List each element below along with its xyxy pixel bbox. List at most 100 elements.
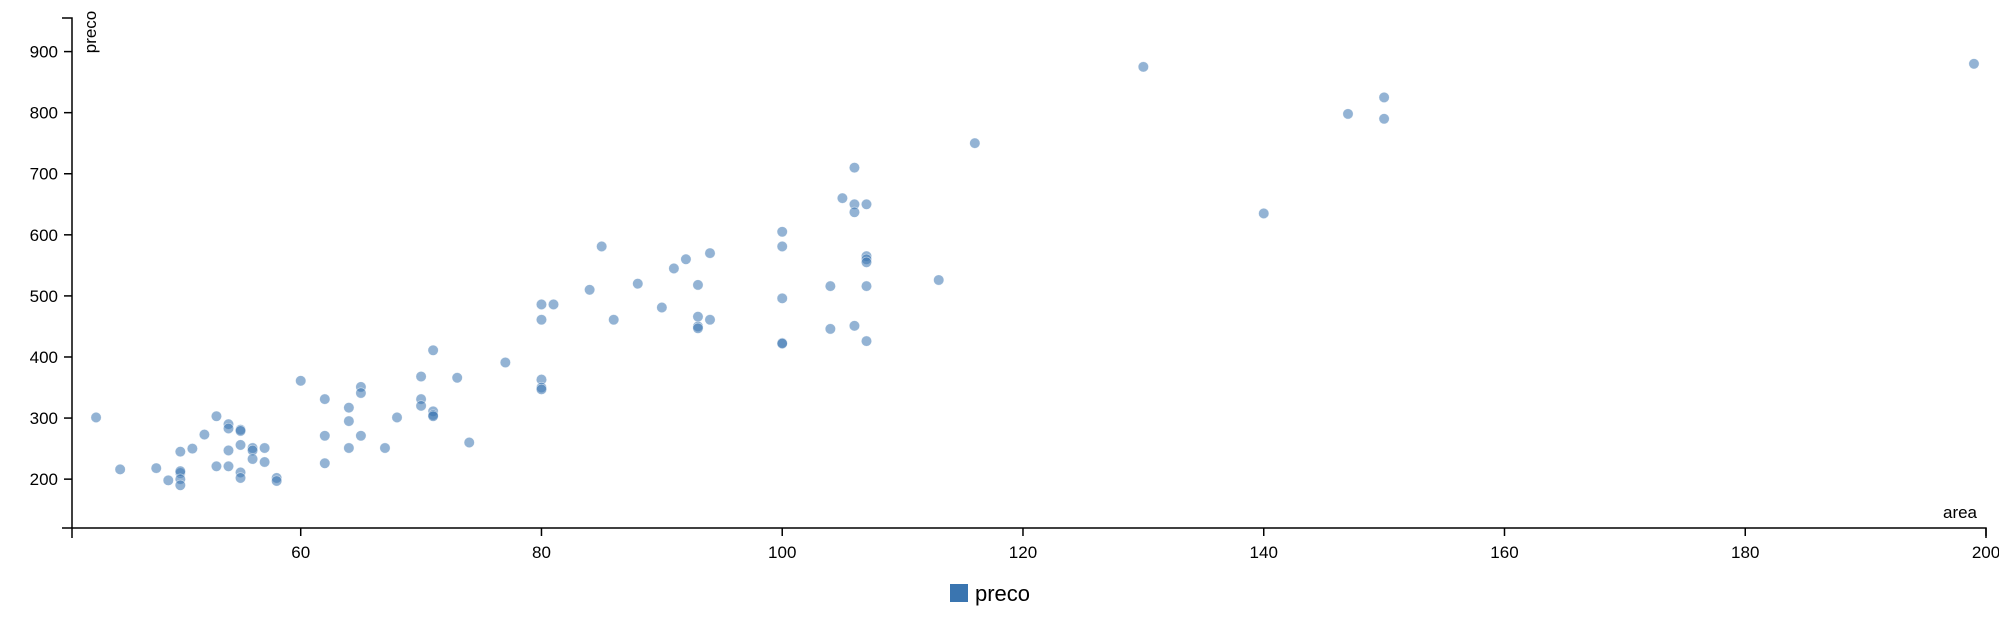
data-point [174, 479, 186, 491]
data-point [608, 314, 620, 326]
legend-label-preco: preco [975, 581, 1030, 606]
data-point [174, 446, 186, 458]
data-point [343, 442, 355, 454]
legend: preco [950, 581, 1030, 606]
data-point [535, 314, 547, 326]
y-axis-line [62, 17, 73, 529]
data-point [704, 314, 716, 326]
x-tick-label: 80 [532, 543, 551, 562]
x-tick-label: 140 [1250, 543, 1278, 562]
data-point [150, 462, 162, 474]
x-tick-label: 180 [1731, 543, 1759, 562]
data-point [295, 375, 307, 387]
data-point [776, 240, 788, 252]
data-point [210, 460, 222, 472]
axes: 200 300 400 500 600 700 800 900 60 80 100 120 140 160… [30, 17, 1999, 562]
data-point [535, 298, 547, 310]
data-point [210, 410, 222, 422]
data-point [776, 292, 788, 304]
y-tick-label: 600 [30, 226, 58, 245]
data-point [1378, 91, 1390, 103]
data-point [90, 411, 102, 423]
y-tick-label: 200 [30, 470, 58, 489]
data-point [391, 411, 403, 423]
data-point [343, 402, 355, 414]
data-point [933, 274, 945, 286]
data-point [427, 410, 439, 422]
data-point [222, 460, 234, 472]
data-point [247, 453, 259, 465]
data-points [90, 58, 1980, 491]
data-point [198, 429, 210, 441]
data-point [969, 137, 981, 149]
data-point [632, 278, 644, 290]
data-point [860, 256, 872, 268]
data-point [235, 472, 247, 484]
data-point [692, 311, 704, 323]
data-point [656, 302, 668, 314]
data-point [824, 280, 836, 292]
data-point [319, 457, 331, 469]
data-point [343, 415, 355, 427]
data-point [596, 240, 608, 252]
data-point [271, 475, 283, 487]
data-point [776, 338, 788, 350]
data-point [860, 335, 872, 347]
data-point [848, 162, 860, 174]
data-point [1378, 113, 1390, 125]
x-axis-title: area [1943, 503, 1978, 522]
data-point [162, 474, 174, 486]
x-tick-label: 100 [768, 543, 796, 562]
data-point [235, 425, 247, 437]
data-point [848, 320, 860, 332]
y-tick-label: 500 [30, 287, 58, 306]
data-point [222, 444, 234, 456]
data-point [415, 371, 427, 383]
data-point [692, 322, 704, 334]
y-tick-label: 800 [30, 104, 58, 123]
x-axis-line [71, 527, 1987, 538]
y-axis-title: preco [81, 11, 100, 54]
data-point [355, 430, 367, 442]
data-point [1968, 58, 1980, 70]
data-point [1137, 61, 1149, 73]
data-point [584, 284, 596, 296]
legend-swatch-preco [950, 584, 968, 602]
data-point [259, 456, 271, 468]
y-tick-label: 700 [30, 165, 58, 184]
data-point [427, 344, 439, 356]
data-point [704, 247, 716, 259]
data-point [824, 323, 836, 335]
data-point [836, 192, 848, 204]
data-point [548, 298, 560, 310]
data-point [692, 279, 704, 291]
x-tick-label: 120 [1009, 543, 1037, 562]
data-point [222, 422, 234, 434]
data-point [451, 372, 463, 384]
data-point [319, 393, 331, 405]
data-point [1342, 108, 1354, 120]
data-point [259, 442, 271, 454]
data-point [680, 253, 692, 265]
data-point [668, 262, 680, 274]
x-tick-label: 160 [1490, 543, 1518, 562]
data-point [860, 280, 872, 292]
data-point [776, 226, 788, 238]
y-tick-label: 400 [30, 348, 58, 367]
data-point [535, 383, 547, 395]
data-point [186, 443, 198, 455]
data-point [319, 430, 331, 442]
data-point [860, 198, 872, 210]
data-point [235, 439, 247, 451]
y-tick-label: 900 [30, 43, 58, 62]
y-tick-label: 300 [30, 409, 58, 428]
data-point [463, 436, 475, 448]
x-tick-label: 200 [1972, 543, 1999, 562]
data-point [499, 356, 511, 368]
x-tick-label: 60 [291, 543, 310, 562]
data-point [379, 442, 391, 454]
data-point [1258, 207, 1270, 219]
data-point [415, 400, 427, 412]
